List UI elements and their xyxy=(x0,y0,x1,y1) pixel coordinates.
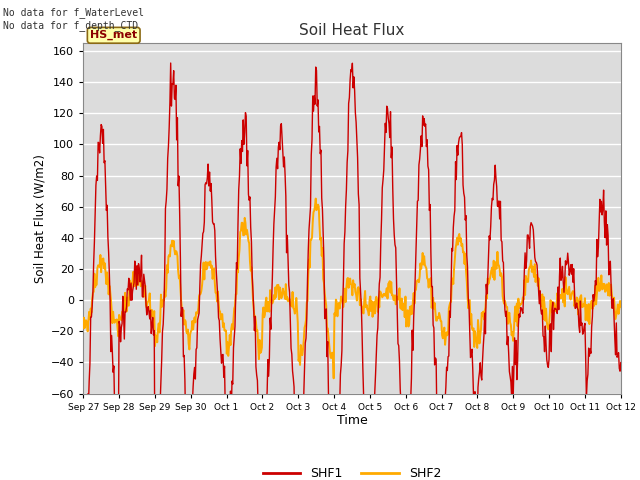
Text: HS_met: HS_met xyxy=(90,30,137,40)
Legend: SHF1, SHF2: SHF1, SHF2 xyxy=(258,462,446,480)
Text: No data for f_WaterLevel
No data for f_depth_CTD: No data for f_WaterLevel No data for f_d… xyxy=(3,7,144,31)
X-axis label: Time: Time xyxy=(337,414,367,427)
Y-axis label: Soil Heat Flux (W/m2): Soil Heat Flux (W/m2) xyxy=(33,154,47,283)
Title: Soil Heat Flux: Soil Heat Flux xyxy=(300,23,404,38)
